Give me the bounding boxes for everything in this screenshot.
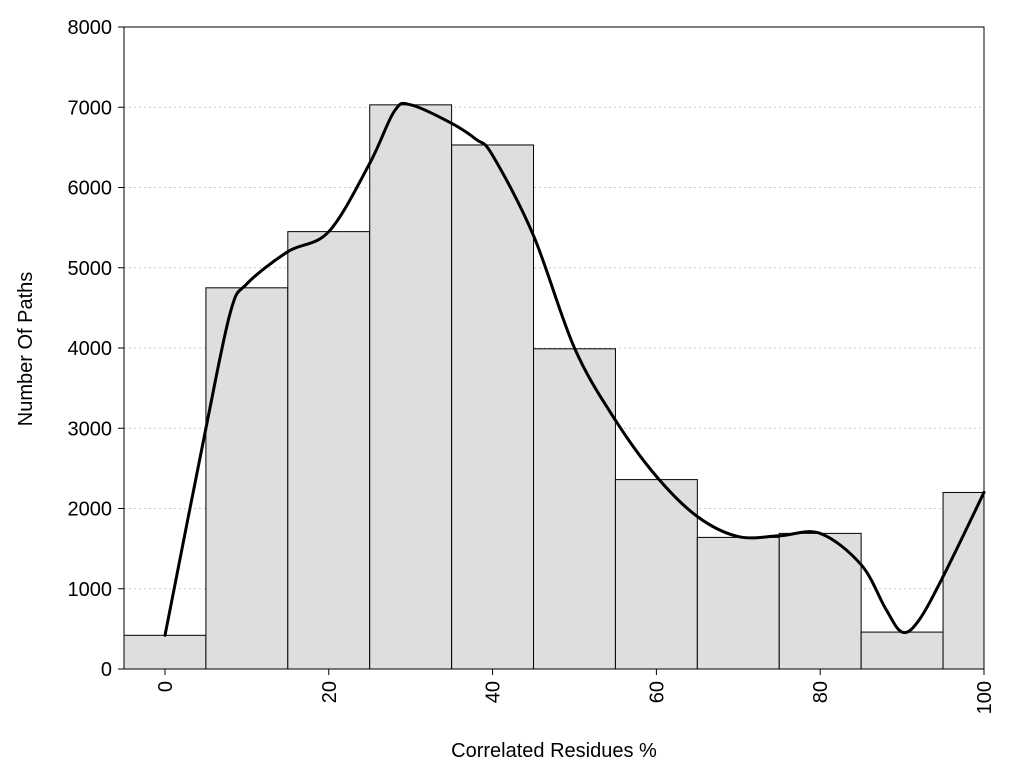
density-curve-layer [163,101,986,637]
x-tick-label-20: 20 [319,681,341,703]
y-tick-label-4000: 4000 [68,338,113,360]
bar-70 [696,536,780,670]
y-tick-label-8000: 8000 [68,17,113,39]
x-tick-label-60: 60 [646,681,668,703]
x-axis-ticks: 0 20 40 60 80 100 [155,669,996,714]
y-axis-ticks: 0 1000 2000 3000 4000 5000 6000 7000 8000 [68,17,124,681]
density-curve [163,101,986,637]
x-tick-label-40: 40 [483,681,505,703]
bar-80 [778,532,862,670]
bar-0 [123,634,207,670]
bar-50 [533,348,616,670]
bar-60 [614,479,698,670]
y-tick-label-2000: 2000 [68,499,113,521]
y-axis-title: Number Of Paths [15,272,37,427]
y-tick-label-6000: 6000 [68,178,113,200]
x-axis-title: Correlated Residues % [451,740,657,762]
x-tick-label-80: 80 [810,681,832,703]
bar-100 [942,491,985,670]
x-tick-label-100: 100 [974,681,996,714]
bar-90 [860,631,944,670]
y-tick-label-5000: 5000 [68,258,113,280]
bar-20 [287,231,371,670]
bar-10 [205,287,289,670]
x-tick-label-0: 0 [155,681,177,692]
histogram-bars [123,104,985,670]
y-tick-label-1000: 1000 [68,579,113,601]
y-tick-label-0: 0 [101,659,112,681]
bar-40 [451,144,535,670]
y-tick-label-3000: 3000 [68,418,113,440]
bar-30 [369,104,453,670]
y-tick-label-7000: 7000 [68,97,113,119]
